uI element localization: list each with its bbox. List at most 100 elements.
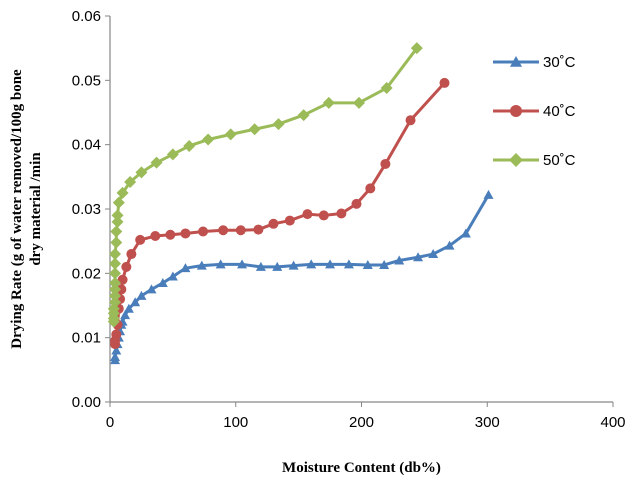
data-point — [253, 224, 264, 235]
data-point — [288, 260, 299, 270]
data-point — [237, 259, 248, 269]
data-point — [165, 229, 176, 240]
y-tick-label: 0.05 — [72, 72, 101, 89]
data-point — [109, 283, 122, 296]
data-point — [322, 96, 335, 109]
data-point — [302, 209, 313, 220]
data-point — [362, 259, 373, 269]
data-point — [121, 261, 132, 272]
legend-label: 50˚C — [543, 152, 576, 169]
data-point — [109, 276, 122, 289]
data-point — [109, 289, 122, 302]
data-point — [343, 259, 354, 269]
y-tick-label: 0.00 — [72, 394, 101, 411]
series-0 — [110, 189, 494, 365]
legend-swatch-marker — [510, 105, 522, 117]
legend-item: 50˚C — [493, 152, 576, 169]
data-point — [224, 128, 237, 141]
legend-item: 30˚C — [493, 54, 576, 71]
legend-label: 40˚C — [543, 103, 576, 120]
data-point — [150, 156, 163, 169]
data-point — [111, 329, 122, 340]
data-point — [110, 225, 123, 238]
data-point — [272, 118, 285, 131]
data-point — [116, 186, 129, 199]
data-point — [109, 248, 122, 261]
x-tick-label: 100 — [223, 414, 248, 431]
series-2 — [107, 42, 423, 328]
data-point — [111, 215, 124, 228]
data-point — [365, 183, 376, 194]
data-point — [379, 259, 390, 269]
data-point — [405, 115, 416, 126]
y-tick-label: 0.03 — [72, 201, 101, 218]
data-point — [135, 234, 146, 245]
x-tick-label: 400 — [600, 414, 625, 431]
data-point — [483, 189, 494, 199]
data-point — [215, 259, 226, 269]
data-point — [352, 96, 365, 109]
data-point — [325, 259, 336, 269]
data-point — [336, 208, 347, 219]
series-layer — [107, 42, 494, 365]
series-1 — [110, 77, 450, 350]
y-tick-label: 0.06 — [72, 8, 101, 25]
y-axis-title-line-2: dry material /min — [28, 152, 44, 266]
data-point — [124, 175, 137, 188]
data-point — [120, 310, 131, 320]
legend-label: 30˚C — [543, 54, 576, 71]
data-point — [196, 260, 207, 270]
plot-area: 0 100 200 300 400 0.000.010.020.030.040.050.… — [72, 8, 626, 431]
data-point — [116, 284, 127, 295]
data-point — [297, 109, 310, 122]
data-point — [110, 236, 123, 249]
data-point — [394, 255, 405, 265]
legend-swatch-marker — [510, 56, 522, 67]
data-point — [123, 303, 134, 313]
data-point — [284, 215, 295, 226]
data-point — [130, 297, 141, 307]
data-point — [180, 228, 191, 239]
data-point — [167, 271, 178, 281]
data-point — [460, 228, 471, 238]
data-point — [380, 82, 393, 95]
data-point — [255, 261, 266, 271]
data-point — [248, 123, 261, 136]
data-point — [109, 267, 122, 280]
data-point — [410, 42, 423, 55]
data-point — [126, 249, 137, 260]
x-tick-label: 300 — [475, 414, 500, 431]
y-tick-label: 0.04 — [72, 137, 101, 154]
data-point — [413, 252, 424, 262]
data-point — [268, 218, 279, 229]
x-axis-ticks: 0 100 200 300 400 — [106, 402, 626, 431]
data-point — [318, 210, 329, 221]
y-axis-ticks: 0.00 0.01 0.02 0.03 0.04 0.05 0.06 — [72, 8, 110, 411]
data-point — [112, 196, 125, 209]
data-point — [444, 240, 455, 250]
x-axis-title: Moisture Content (db%) — [282, 460, 441, 476]
data-point — [180, 263, 191, 273]
y-axis-title: Drying Rate (g of water removed/100g bon… — [9, 69, 44, 349]
data-point — [306, 259, 317, 269]
data-point — [198, 226, 209, 237]
data-point — [428, 249, 439, 259]
data-point — [111, 209, 124, 222]
data-point — [146, 284, 157, 294]
data-point — [218, 225, 229, 236]
data-point — [110, 351, 121, 361]
data-point — [136, 290, 147, 300]
data-point — [157, 277, 168, 287]
data-point — [166, 148, 179, 161]
data-point — [135, 166, 148, 179]
data-point — [109, 257, 122, 270]
data-point — [183, 139, 196, 152]
data-point — [235, 225, 246, 236]
y-tick-label: 0.02 — [72, 265, 101, 282]
data-point — [109, 296, 122, 309]
data-point — [380, 158, 391, 169]
legend-swatch-marker — [509, 153, 523, 167]
data-point — [439, 77, 450, 88]
legend-item: 40˚C — [493, 103, 576, 120]
